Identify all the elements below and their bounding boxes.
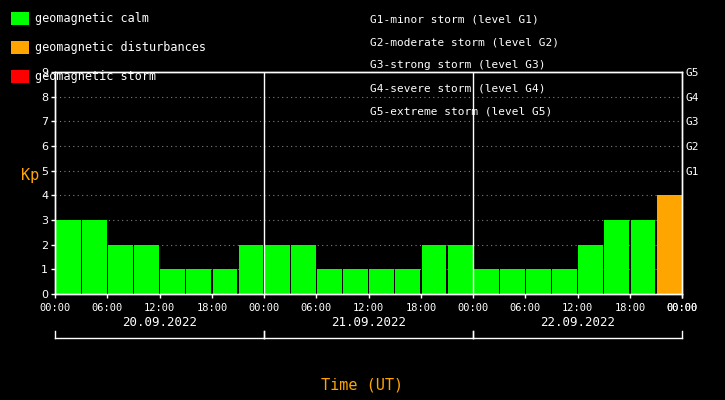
Bar <box>605 220 629 294</box>
Text: 22.09.2022: 22.09.2022 <box>540 316 616 329</box>
Text: G5-extreme storm (level G5): G5-extreme storm (level G5) <box>370 107 552 117</box>
Bar <box>500 269 525 294</box>
Text: 21.09.2022: 21.09.2022 <box>331 316 406 329</box>
Text: geomagnetic storm: geomagnetic storm <box>35 70 156 83</box>
Bar <box>186 269 211 294</box>
Bar <box>265 245 289 294</box>
Bar <box>56 220 80 294</box>
Bar <box>134 245 159 294</box>
Text: G1-minor storm (level G1): G1-minor storm (level G1) <box>370 14 539 24</box>
Y-axis label: Kp: Kp <box>21 168 39 183</box>
Bar <box>631 220 655 294</box>
Bar <box>579 245 603 294</box>
Bar <box>108 245 133 294</box>
Bar <box>526 269 551 294</box>
Bar <box>291 245 316 294</box>
Text: geomagnetic calm: geomagnetic calm <box>35 12 149 25</box>
Text: G4-severe storm (level G4): G4-severe storm (level G4) <box>370 84 545 94</box>
Bar <box>421 245 447 294</box>
Text: Time (UT): Time (UT) <box>321 377 404 392</box>
Bar <box>212 269 237 294</box>
Bar <box>82 220 107 294</box>
Text: 20.09.2022: 20.09.2022 <box>122 316 197 329</box>
Bar <box>552 269 577 294</box>
Bar <box>395 269 420 294</box>
Bar <box>317 269 342 294</box>
Text: G3-strong storm (level G3): G3-strong storm (level G3) <box>370 60 545 70</box>
Bar <box>657 195 682 294</box>
Bar <box>343 269 368 294</box>
Text: G2-moderate storm (level G2): G2-moderate storm (level G2) <box>370 37 559 47</box>
Bar <box>474 269 499 294</box>
Bar <box>239 245 263 294</box>
Text: geomagnetic disturbances: geomagnetic disturbances <box>35 41 206 54</box>
Bar <box>160 269 185 294</box>
Bar <box>369 269 394 294</box>
Bar <box>448 245 473 294</box>
